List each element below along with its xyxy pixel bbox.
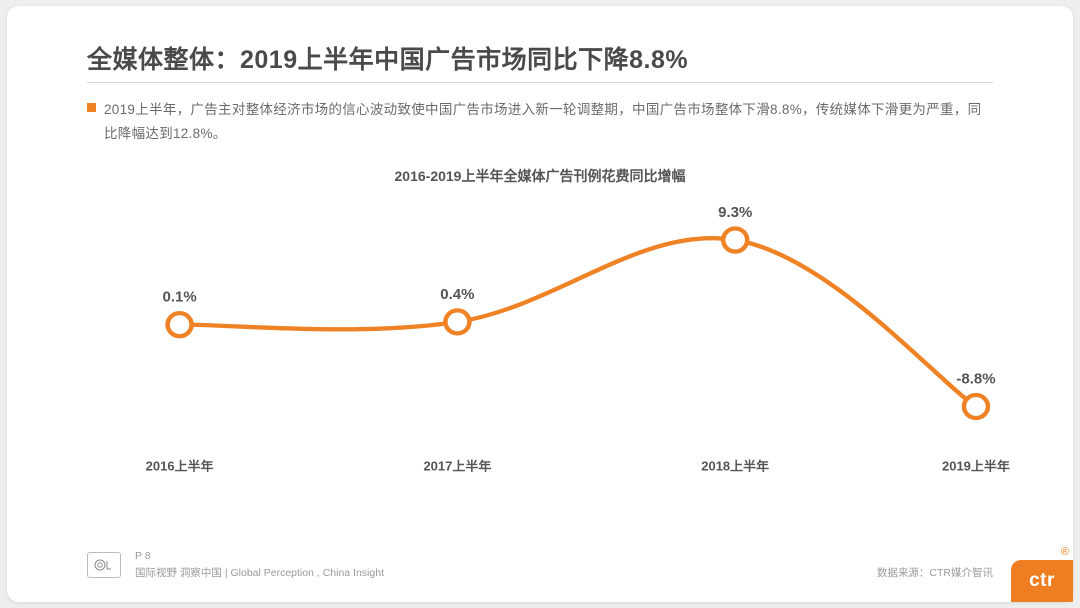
chart-marker — [445, 310, 469, 333]
chart-line — [180, 238, 976, 406]
chart-title: 2016-2019上半年全媒体广告刊例花费同比增幅 — [7, 166, 1073, 186]
chart-value-label: 9.3% — [718, 205, 752, 221]
slide: 全媒体整体：2019上半年中国广告市场同比下降8.8% 2019上半年，广告主对… — [7, 6, 1073, 602]
chart-category-label: 2016上半年 — [146, 459, 214, 474]
chart-value-label: 0.4% — [440, 287, 474, 303]
chart-value-label: -8.8% — [956, 372, 995, 388]
chart-svg: 0.1% 2016上半年 0.4% 2017上半年 9.3% 2018上半年 -8.8% 20… — [87, 196, 1013, 482]
trademark-icon: ® — [1061, 546, 1069, 558]
chart-marker — [964, 395, 988, 418]
footer: P 8 国际视野 洞察中国 | Global Perception , Chin… — [87, 550, 993, 580]
line-chart: 0.1% 2016上半年 0.4% 2017上半年 9.3% 2018上半年 -8.8% 20… — [87, 196, 1013, 482]
bullet-text: 2019上半年，广告主对整体经济市场的信心波动致使中国广告市场进入新一轮调整期，… — [104, 98, 993, 145]
chart-category-label: 2019上半年 — [942, 459, 1010, 474]
chart-marker — [168, 313, 192, 336]
cert-badge-icon — [87, 552, 121, 578]
footer-meta: P 8 国际视野 洞察中国 | Global Perception , Chin… — [135, 550, 384, 580]
chart-category-label: 2017上半年 — [423, 459, 491, 474]
slide-title: 全媒体整体：2019上半年中国广告市场同比下降8.8% — [87, 40, 993, 76]
page-number: P 8 — [135, 550, 384, 562]
ctr-logo-text: ctr — [1029, 570, 1055, 592]
title-underline — [87, 82, 993, 83]
bullet-icon — [87, 103, 96, 112]
chart-category-label: 2018上半年 — [701, 459, 769, 474]
title-block: 全媒体整体：2019上半年中国广告市场同比下降8.8% — [87, 40, 993, 76]
footer-tagline: 国际视野 洞察中国 | Global Perception , China In… — [135, 565, 384, 580]
chart-value-label: 0.1% — [163, 290, 197, 306]
ctr-logo: ctr — [1011, 560, 1073, 602]
chart-marker — [723, 229, 747, 252]
footer-left: P 8 国际视野 洞察中国 | Global Perception , Chin… — [87, 550, 384, 580]
footer-source: 数据来源：CTR媒介智讯 — [877, 565, 993, 580]
bullet-row: 2019上半年，广告主对整体经济市场的信心波动致使中国广告市场进入新一轮调整期，… — [87, 98, 993, 145]
